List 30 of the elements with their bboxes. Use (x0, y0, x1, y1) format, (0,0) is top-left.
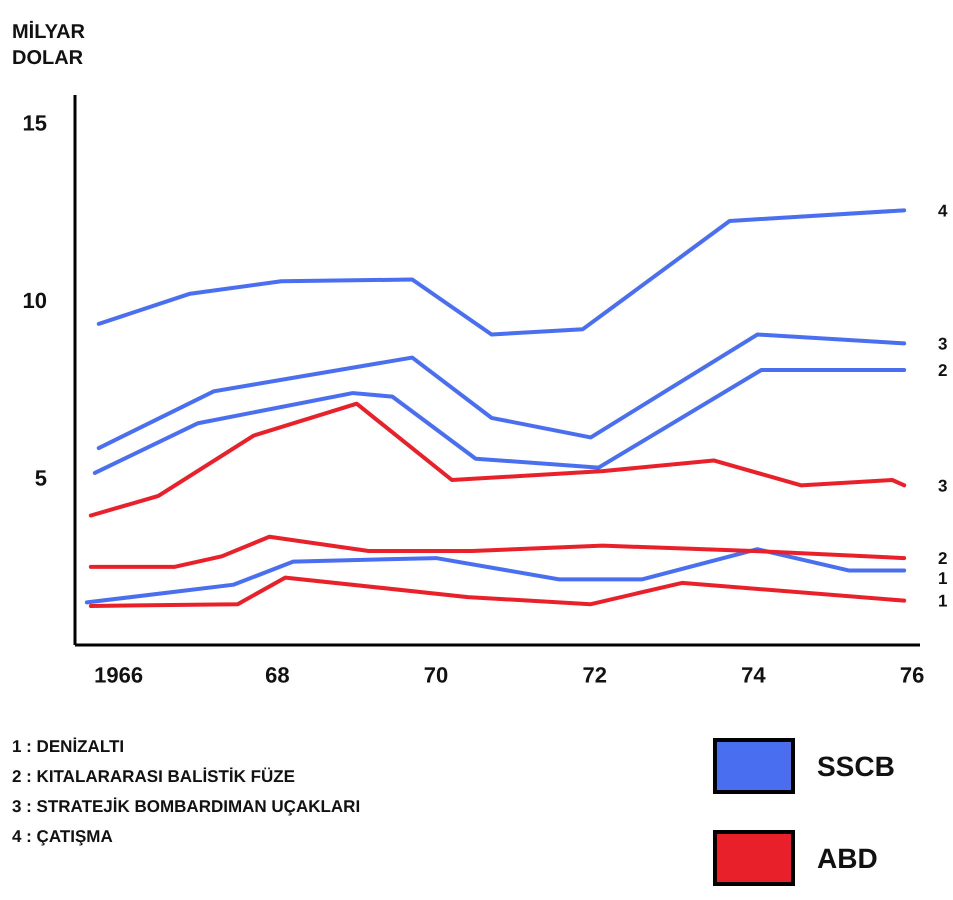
x-tick-label: 76 (900, 662, 924, 688)
line-series (88, 576, 906, 608)
y-tick-label: 10 (22, 288, 47, 313)
text: 3 (938, 334, 948, 354)
text: 4 (938, 201, 948, 220)
text: 2 (938, 549, 948, 568)
text: 2 : KITALARARASI BALİSTİK FÜZE (12, 767, 296, 786)
x-tick-label: 74 (741, 662, 766, 688)
line-series (96, 208, 906, 337)
y-axis-title: MİLYAR DOLAR (12, 20, 86, 69)
line-series (88, 402, 906, 518)
x-tick-label: 70 (424, 662, 448, 688)
text: 1 (938, 569, 948, 588)
text: 3 (938, 476, 948, 496)
y-tick-label: 5 (34, 465, 47, 490)
y-tick-label: 15 (22, 110, 47, 136)
text: 4 : ÇATIŞMA (12, 827, 113, 846)
legend-label: SSCB (817, 750, 895, 782)
text: 1 (938, 592, 948, 611)
legend-label: ABD (817, 842, 878, 874)
x-tick-label: 72 (582, 662, 607, 688)
text: 2 (938, 360, 948, 380)
line-series (88, 534, 906, 569)
x-tick-label: 1966 (94, 662, 144, 688)
text: 1 : DENİZALTI (12, 737, 124, 756)
x-tick-label: 68 (265, 662, 290, 688)
line-series (84, 547, 906, 604)
line-series (96, 332, 906, 450)
line-series (92, 368, 906, 475)
text: 3 : STRATEJİK BOMBARDIMAN UÇAKLARI (12, 797, 360, 816)
